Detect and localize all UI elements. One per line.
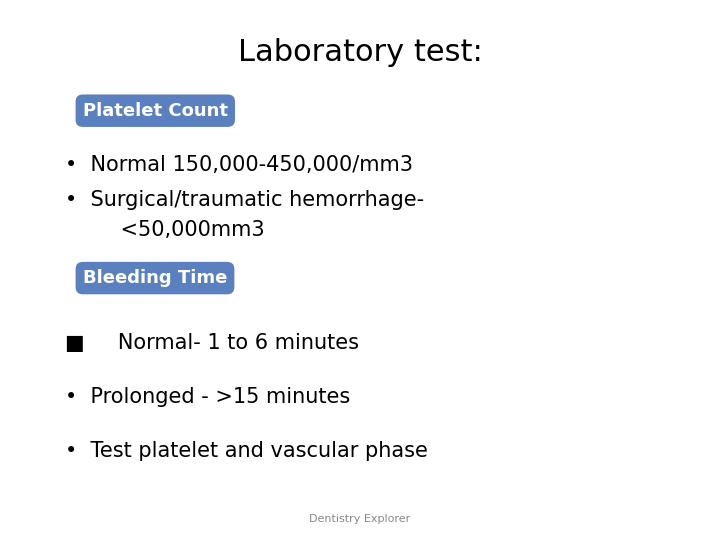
Text: Bleeding Time: Bleeding Time [83, 269, 228, 287]
Text: •  Prolonged - >15 minutes: • Prolonged - >15 minutes [65, 387, 350, 407]
Text: Laboratory test:: Laboratory test: [238, 38, 482, 67]
Text: Platelet Count: Platelet Count [83, 102, 228, 120]
Text: •  Test platelet and vascular phase: • Test platelet and vascular phase [65, 441, 428, 461]
Text: <50,000mm3: <50,000mm3 [94, 219, 264, 240]
Text: ■     Normal- 1 to 6 minutes: ■ Normal- 1 to 6 minutes [65, 333, 359, 353]
Text: Dentistry Explorer: Dentistry Explorer [310, 514, 410, 524]
Text: •  Normal 150,000-450,000/mm3: • Normal 150,000-450,000/mm3 [65, 154, 413, 175]
Text: •  Surgical/traumatic hemorrhage-: • Surgical/traumatic hemorrhage- [65, 190, 424, 210]
